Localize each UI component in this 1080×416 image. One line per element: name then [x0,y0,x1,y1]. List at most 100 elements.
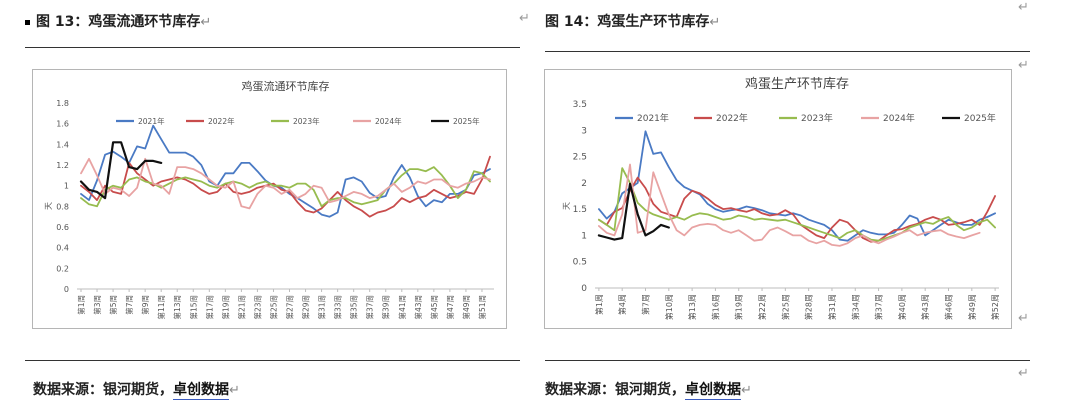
y-tick-label: 2 [581,179,587,189]
caption-rule [25,47,520,48]
y-tick-label: 0.6 [56,223,69,232]
legend-label: 2023年 [801,112,833,124]
chart-title: 鸡蛋生产环节库存 [745,76,849,92]
series-line-2023 [598,167,997,242]
source-rule [545,360,1030,361]
source-prefix: 数据来源：银河期货， [545,382,685,398]
legend-item-2024: 2024年 [353,116,402,126]
x-tick-label: 第37周 [874,294,884,320]
x-tick-label: 第29周 [301,295,311,320]
x-tick-label: 第13周 [687,294,697,320]
y-tick-label: 0.8 [56,202,69,211]
x-tick-label: 第19周 [220,295,230,320]
paragraph-mark-icon: ↵ [1018,58,1029,73]
legend-item-2023: 2023年 [271,116,320,126]
legend-label: 2023年 [293,116,320,126]
x-tick-label: 第25周 [780,294,790,320]
y-tick-label: 0 [581,284,587,294]
x-tick-label: 第10周 [664,294,674,320]
x-tick-label: 第34周 [850,294,860,320]
x-tick-label: 第15周 [188,295,198,320]
x-tick-label: 第7周 [124,295,134,315]
source-rule [25,360,520,361]
legend-item-2022: 2022年 [694,112,748,124]
x-tick-label: 第11周 [156,295,166,320]
x-tick-label: 第31周 [317,295,327,320]
x-tick-label: 第3周 [92,295,102,315]
x-tick-label: 第21周 [236,295,246,320]
y-tick-label: 1.5 [573,205,587,215]
legend-label: 2025年 [453,116,480,126]
chart-frame: 鸡蛋流通环节库存 0 0.2 0.4 0.6 0.8 1 1.2 1.4 1.6 1.8 天第1周 第3… [32,69,507,329]
x-tick-label: 第22周 [757,294,767,320]
x-tick-label: 第49周 [967,294,977,320]
y-tick-label: 1.2 [56,161,69,170]
x-tick-label: 第17周 [204,295,214,320]
paragraph-mark-icon: ↵ [709,15,721,30]
legend-item-2022: 2022年 [186,116,235,126]
legend-label: 2021年 [138,116,165,126]
x-tick-label: 第27周 [285,295,295,320]
x-tick-label: 第9周 [140,295,150,315]
legend-label: 2024年 [375,116,402,126]
y-tick-label: 3.5 [573,100,587,110]
y-tick-label: 1 [581,231,587,241]
paragraph-mark-icon: ↵ [519,11,530,26]
right-figure-panel: 图 14：鸡蛋生产环节库存↵ 鸡蛋生产环节库存 0 0.5 1 1.5 2 2.5 3 3.5 天… [530,0,1080,416]
x-tick-label: 第13周 [172,295,182,320]
x-tick-label: 第41周 [397,295,407,320]
x-tick-label: 第43周 [920,294,930,320]
caption-text: 图 14：鸡蛋生产环节库存 [545,14,710,30]
series-line-2025 [597,182,670,241]
caption-rule [545,51,1030,52]
legend-label: 2022年 [208,116,235,126]
y-tick-label: 1.8 [56,99,69,108]
y-tick-label: 0.4 [56,244,69,253]
x-tick-label: 第47周 [445,295,455,320]
y-axis-label: 天 [562,202,571,210]
x-tick-label: 第40周 [897,294,907,320]
data-source: 数据来源：银河期货，卓创数据↵ [33,379,240,400]
y-tick-label: 0 [64,285,69,294]
y-tick-label: 0.5 [573,258,587,268]
series-line-2023 [80,166,491,208]
x-tick-label: 第37周 [365,295,375,320]
x-tick-label: 第16周 [710,294,720,320]
source-link[interactable]: 卓创数据 [685,382,741,400]
legend-item-2021: 2021年 [116,116,165,126]
paragraph-mark-icon: ↵ [1018,366,1029,381]
x-tick-label: 第5周 [108,295,118,315]
y-tick-label: 1.6 [56,120,69,129]
x-tick-label: 第31周 [827,294,837,320]
legend-label: 2022年 [716,112,748,124]
series-line-2024 [80,157,491,210]
figure-caption: 图 13：鸡蛋流通环节库存↵ [25,11,211,31]
bullet-icon [25,19,30,25]
x-tick-label: 第1周 [594,294,604,315]
legend-item-2023: 2023年 [779,112,833,124]
x-tick-label: 第51周 [477,295,487,320]
y-tick-label: 3 [581,126,587,136]
x-tick-label: 第1周 [76,295,86,315]
figure-caption: 图 14：鸡蛋生产环节库存↵ [545,11,720,31]
x-tick-label: 第46周 [944,294,954,320]
y-tick-label: 2.5 [573,153,587,163]
legend-label: 2024年 [883,112,915,124]
x-tick-label: 第23周 [252,295,262,320]
x-tick-label: 第39周 [381,295,391,320]
caption-text: 图 13：鸡蛋流通环节库存 [36,14,201,30]
paragraph-mark-icon: ↵ [1018,0,1029,15]
source-link[interactable]: 卓创数据 [173,382,229,400]
legend-label: 2025年 [964,112,996,124]
legend-item-2021: 2021年 [615,112,669,124]
left-figure-panel: 图 13：鸡蛋流通环节库存↵ 鸡蛋流通环节库存 0 0.2 0.4 0.6 0.8 1 1.2… [0,0,530,416]
paragraph-mark-icon: ↵ [200,15,212,30]
x-tick-label: 第35周 [349,295,359,320]
legend-item-2024: 2024年 [861,112,915,124]
x-tick-label: 第4周 [617,294,627,315]
data-source: 数据来源：银河期货，卓创数据↵ [545,379,752,400]
series-line-2022 [598,176,997,243]
x-tick-label: 第7周 [641,294,651,315]
